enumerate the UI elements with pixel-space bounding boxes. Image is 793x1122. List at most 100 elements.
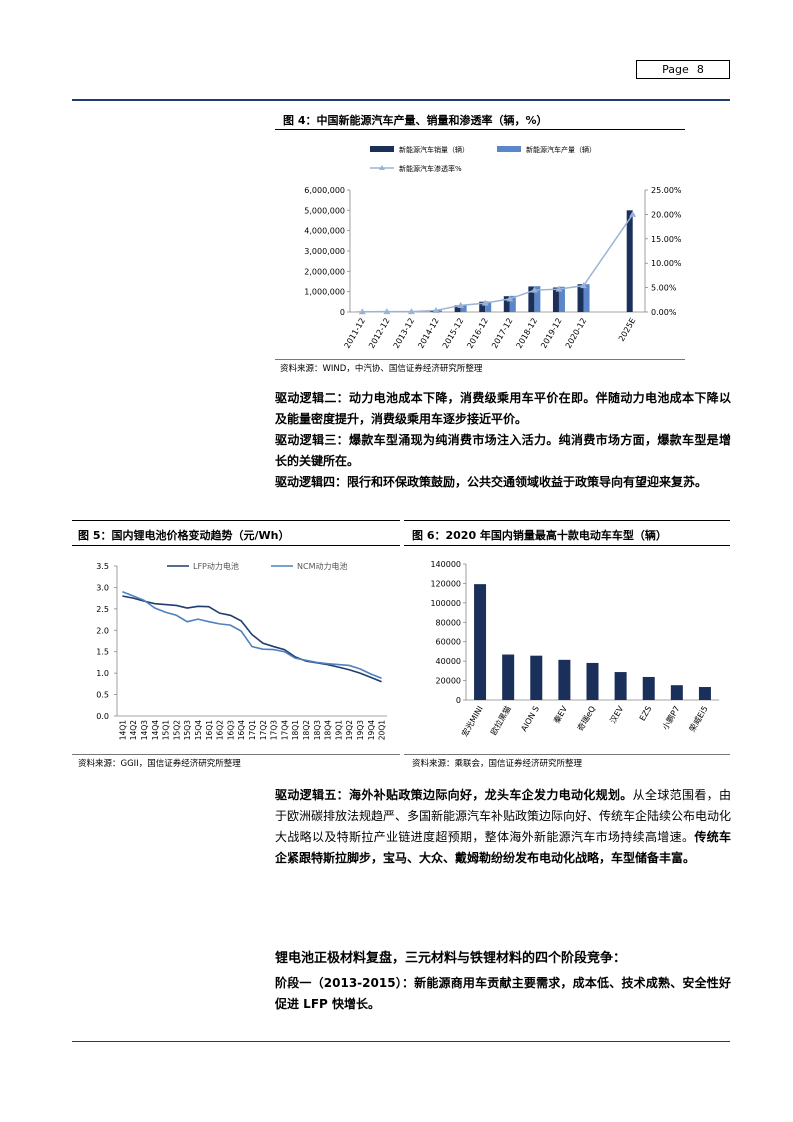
bar bbox=[474, 584, 487, 700]
x-tick-label: 2012-12 bbox=[367, 317, 392, 350]
fig5-source: 资料来源：GGII，国信证券经济研究所整理 bbox=[78, 759, 241, 769]
penetration-point bbox=[555, 285, 563, 292]
y-tick-label: 0.0 bbox=[96, 712, 109, 721]
x-tick-label: 14Q1 bbox=[118, 720, 127, 740]
x-tick-label: 小鹏P7 bbox=[660, 704, 682, 731]
y-tick-label-left: 2,000,000 bbox=[304, 267, 345, 276]
y-tick-label: 40000 bbox=[436, 657, 461, 666]
bar-sales bbox=[552, 287, 559, 312]
penetration-point bbox=[506, 295, 514, 302]
fig6-chart: 0 20000 40000 60000 80000 100000 120000 140000 宏… bbox=[430, 560, 719, 738]
y-tick-label: 1.5 bbox=[96, 648, 109, 657]
bar-production bbox=[558, 286, 565, 312]
x-tick-label: 18Q3 bbox=[313, 720, 322, 740]
x-tick-label: 20Q1 bbox=[378, 720, 387, 740]
x-tick-label: 16Q4 bbox=[237, 720, 246, 740]
legend-label-sales: 新能源汽车销量（辆） bbox=[399, 145, 469, 154]
page-number: 8 bbox=[696, 63, 704, 76]
y-tick-label-left: 5,000,000 bbox=[304, 206, 345, 215]
paragraph-driver-3: 驱动逻辑三：爆款车型涌现为纯消费市场注入活力。纯消费市场方面，爆款车型是增长的关… bbox=[275, 430, 731, 472]
paragraph-driver-2: 驱动逻辑二：动力电池成本下降，消费级乘用车平价在即。伴随动力电池成本下降以及能量… bbox=[275, 388, 731, 430]
penetration-point bbox=[530, 286, 538, 293]
x-tick-label: 17Q3 bbox=[270, 720, 279, 740]
y-tick-label-left: 6,000,000 bbox=[304, 186, 345, 195]
y-tick-label: 1.0 bbox=[96, 669, 109, 678]
fig4-title: 图 4：中国新能源汽车产量、销量和渗透率（辆，%） bbox=[283, 114, 548, 127]
x-tick-label: 18Q1 bbox=[291, 720, 300, 740]
x-tick-label: 19Q3 bbox=[356, 720, 365, 740]
x-tick-label: 15Q4 bbox=[194, 720, 203, 740]
penetration-line bbox=[362, 213, 634, 313]
x-tick-label: 14Q2 bbox=[129, 720, 138, 740]
series-line-ncm bbox=[122, 590, 382, 680]
bar-production bbox=[583, 284, 590, 312]
y-tick-label-left: 0 bbox=[340, 308, 345, 317]
x-tick-label: 16Q2 bbox=[216, 720, 225, 740]
bar-sales bbox=[479, 301, 486, 312]
y-tick-label: 2.5 bbox=[96, 605, 109, 614]
x-tick-label: 16Q3 bbox=[226, 720, 235, 740]
penetration-point bbox=[407, 308, 415, 315]
y-tick-label: 3.0 bbox=[96, 583, 109, 592]
x-tick-label: AION S bbox=[519, 705, 541, 734]
legend-label-production: 新能源汽车产量（辆） bbox=[526, 145, 596, 154]
paragraph-driver-3-lead: 驱动逻辑三：爆款车型涌现为纯消费市场注入活力。 bbox=[275, 433, 559, 447]
legend-label-lfp: LFP动力电池 bbox=[193, 561, 239, 571]
paragraph-driver-2-lead: 驱动逻辑二：动力电池成本下降，消费级乘用车平价在即。 bbox=[275, 391, 596, 405]
bar bbox=[642, 676, 655, 700]
penetration-point bbox=[457, 301, 465, 308]
bar-production bbox=[485, 301, 492, 312]
legend-swatch-sales bbox=[370, 146, 394, 152]
y-tick-label-right: 25.00% bbox=[651, 186, 682, 195]
x-tick-label: 2017-12 bbox=[490, 317, 515, 350]
paragraph-driver-5: 驱动逻辑五：海外补贴政策边际向好，龙头车企发力电动化规划。从全球范围看，由于欧洲… bbox=[275, 785, 731, 869]
legend-marker-penetration bbox=[379, 165, 385, 170]
penetration-point bbox=[358, 308, 366, 315]
y-tick-label-right: 10.00% bbox=[651, 259, 682, 268]
y-tick-label: 120000 bbox=[430, 579, 461, 588]
fig4-top-rule bbox=[275, 129, 685, 130]
bar-sales bbox=[528, 286, 535, 312]
x-tick-label: 2013-12 bbox=[392, 317, 417, 350]
page-number-box: Page 8 bbox=[636, 60, 730, 79]
penetration-point bbox=[580, 282, 588, 289]
x-tick-label: 19Q4 bbox=[367, 720, 376, 740]
fig5-chart: LFP动力电池 NCM动力电池 0.0 0.5 1.0 1.5 2.0 2.5 3.0 3.5 14… bbox=[96, 561, 387, 740]
x-tick-label: 14Q4 bbox=[151, 720, 160, 740]
bar bbox=[558, 659, 571, 700]
header-rule bbox=[72, 99, 730, 101]
page-label: Page bbox=[662, 63, 689, 76]
fig4-source: 资料来源：WIND，中汽协、国信证券经济研究所整理 bbox=[280, 364, 483, 374]
bar bbox=[698, 687, 711, 700]
x-tick-label: 16Q1 bbox=[205, 720, 214, 740]
bar bbox=[614, 672, 627, 700]
x-tick-label: 2011-12 bbox=[343, 317, 368, 350]
paragraph-driver-5-lead: 驱动逻辑五：海外补贴政策边际向好，龙头车企发力电动化规划。 bbox=[275, 788, 633, 802]
fig6-title-rule bbox=[404, 545, 730, 546]
y-tick-label: 140000 bbox=[430, 560, 461, 569]
y-tick-label-left: 4,000,000 bbox=[304, 227, 345, 236]
bar-production bbox=[436, 310, 443, 312]
y-tick-label: 0 bbox=[456, 696, 461, 705]
paragraph-stage-1: 阶段一（2013-2015）：新能源商用车贡献主要需求，成本低、技术成熟、安全性… bbox=[275, 976, 731, 1011]
bar bbox=[670, 685, 683, 700]
x-tick-label: 15Q2 bbox=[172, 720, 181, 740]
fig6-source: 资料来源：乘联会，国信证券经济研究所整理 bbox=[412, 759, 583, 769]
fig6-title: 图 6：2020 年国内销量最高十款电动车车型（辆） bbox=[412, 529, 667, 542]
x-tick-label: 宏光MINI bbox=[459, 704, 484, 738]
bar bbox=[530, 655, 543, 700]
fig5-title: 图 5：国内锂电池价格变动趋势（元/Wh） bbox=[78, 529, 290, 542]
y-tick-label-left: 1,000,000 bbox=[304, 288, 345, 297]
y-tick-label: 3.5 bbox=[96, 562, 109, 571]
legend-label-ncm: NCM动力电池 bbox=[297, 561, 347, 571]
y-tick-label-left: 3,000,000 bbox=[304, 247, 345, 256]
bar-sales bbox=[577, 284, 584, 312]
paragraph-driver-3-text: 纯消费市场方面，爆款车型是增长的关键所在。 bbox=[275, 433, 731, 468]
bar-production bbox=[460, 305, 467, 312]
y-tick-label: 20000 bbox=[436, 677, 461, 686]
y-tick-label: 100000 bbox=[430, 599, 461, 608]
fig5-top-rule bbox=[72, 520, 400, 521]
y-tick-label: 80000 bbox=[436, 618, 461, 627]
footer-rule bbox=[72, 1041, 730, 1042]
fig5-bottom-rule bbox=[72, 754, 400, 755]
